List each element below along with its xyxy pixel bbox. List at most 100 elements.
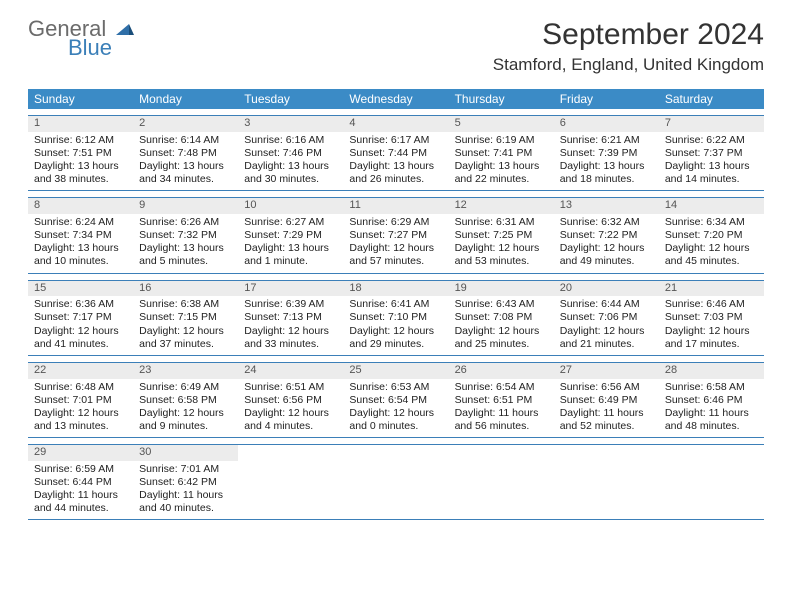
daylight-text: Daylight: 13 hours bbox=[34, 242, 127, 255]
day-body: Sunrise: 6:22 AMSunset: 7:37 PMDaylight:… bbox=[659, 132, 764, 191]
daylight-text: Daylight: 13 hours bbox=[349, 160, 442, 173]
dow-tuesday: Tuesday bbox=[238, 89, 343, 109]
sunset-text: Sunset: 6:46 PM bbox=[665, 394, 758, 407]
daylight-text: and 34 minutes. bbox=[139, 173, 232, 186]
sunrise-text: Sunrise: 6:43 AM bbox=[455, 298, 548, 311]
day-number: 3 bbox=[238, 116, 343, 132]
week-row: 15Sunrise: 6:36 AMSunset: 7:17 PMDayligh… bbox=[28, 280, 764, 356]
sunset-text: Sunset: 7:03 PM bbox=[665, 311, 758, 324]
sunrise-text: Sunrise: 6:58 AM bbox=[665, 381, 758, 394]
daylight-text: Daylight: 11 hours bbox=[665, 407, 758, 420]
daylight-text: Daylight: 12 hours bbox=[244, 325, 337, 338]
day-body: Sunrise: 6:36 AMSunset: 7:17 PMDaylight:… bbox=[28, 296, 133, 355]
location-subtitle: Stamford, England, United Kingdom bbox=[493, 55, 764, 75]
sunrise-text: Sunrise: 6:49 AM bbox=[139, 381, 232, 394]
dow-saturday: Saturday bbox=[659, 89, 764, 109]
day-number: 21 bbox=[659, 281, 764, 297]
sunrise-text: Sunrise: 6:34 AM bbox=[665, 216, 758, 229]
day-body: Sunrise: 6:32 AMSunset: 7:22 PMDaylight:… bbox=[554, 214, 659, 273]
sunset-text: Sunset: 6:42 PM bbox=[139, 476, 232, 489]
day-cell: 18Sunrise: 6:41 AMSunset: 7:10 PMDayligh… bbox=[343, 281, 448, 355]
sunrise-text: Sunrise: 6:39 AM bbox=[244, 298, 337, 311]
daylight-text: Daylight: 12 hours bbox=[349, 325, 442, 338]
daylight-text: Daylight: 13 hours bbox=[244, 160, 337, 173]
calendar: Sunday Monday Tuesday Wednesday Thursday… bbox=[28, 89, 764, 520]
logo-text: General Blue bbox=[28, 18, 112, 59]
day-cell: 6Sunrise: 6:21 AMSunset: 7:39 PMDaylight… bbox=[554, 116, 659, 190]
day-cell: 25Sunrise: 6:53 AMSunset: 6:54 PMDayligh… bbox=[343, 363, 448, 437]
daylight-text: and 45 minutes. bbox=[665, 255, 758, 268]
day-body bbox=[659, 447, 764, 453]
sunrise-text: Sunrise: 6:46 AM bbox=[665, 298, 758, 311]
day-number: 6 bbox=[554, 116, 659, 132]
daylight-text: and 9 minutes. bbox=[139, 420, 232, 433]
header: General Blue September 2024 Stamford, En… bbox=[0, 0, 792, 83]
sunset-text: Sunset: 6:51 PM bbox=[455, 394, 548, 407]
daylight-text: Daylight: 13 hours bbox=[665, 160, 758, 173]
sunset-text: Sunset: 7:13 PM bbox=[244, 311, 337, 324]
day-body: Sunrise: 6:44 AMSunset: 7:06 PMDaylight:… bbox=[554, 296, 659, 355]
day-number: 17 bbox=[238, 281, 343, 297]
day-body: Sunrise: 6:21 AMSunset: 7:39 PMDaylight:… bbox=[554, 132, 659, 191]
daylight-text: Daylight: 13 hours bbox=[34, 160, 127, 173]
week-row: 1Sunrise: 6:12 AMSunset: 7:51 PMDaylight… bbox=[28, 115, 764, 191]
sunset-text: Sunset: 6:56 PM bbox=[244, 394, 337, 407]
sunset-text: Sunset: 7:44 PM bbox=[349, 147, 442, 160]
day-number: 24 bbox=[238, 363, 343, 379]
day-number: 4 bbox=[343, 116, 448, 132]
sunrise-text: Sunrise: 6:44 AM bbox=[560, 298, 653, 311]
day-body: Sunrise: 6:16 AMSunset: 7:46 PMDaylight:… bbox=[238, 132, 343, 191]
day-body: Sunrise: 6:29 AMSunset: 7:27 PMDaylight:… bbox=[343, 214, 448, 273]
daylight-text: Daylight: 12 hours bbox=[244, 407, 337, 420]
day-body bbox=[554, 447, 659, 453]
day-body: Sunrise: 6:17 AMSunset: 7:44 PMDaylight:… bbox=[343, 132, 448, 191]
sunrise-text: Sunrise: 6:12 AM bbox=[34, 134, 127, 147]
day-number: 23 bbox=[133, 363, 238, 379]
day-number: 12 bbox=[449, 198, 554, 214]
daylight-text: and 18 minutes. bbox=[560, 173, 653, 186]
sunrise-text: Sunrise: 6:31 AM bbox=[455, 216, 548, 229]
daylight-text: and 1 minute. bbox=[244, 255, 337, 268]
day-number: 19 bbox=[449, 281, 554, 297]
daylight-text: and 22 minutes. bbox=[455, 173, 548, 186]
day-body bbox=[343, 447, 448, 453]
sunset-text: Sunset: 7:06 PM bbox=[560, 311, 653, 324]
month-title: September 2024 bbox=[493, 18, 764, 52]
day-number: 26 bbox=[449, 363, 554, 379]
sunrise-text: Sunrise: 6:22 AM bbox=[665, 134, 758, 147]
day-cell: 22Sunrise: 6:48 AMSunset: 7:01 PMDayligh… bbox=[28, 363, 133, 437]
day-body bbox=[238, 447, 343, 453]
day-of-week-header: Sunday Monday Tuesday Wednesday Thursday… bbox=[28, 89, 764, 109]
day-cell: 21Sunrise: 6:46 AMSunset: 7:03 PMDayligh… bbox=[659, 281, 764, 355]
daylight-text: and 48 minutes. bbox=[665, 420, 758, 433]
sunset-text: Sunset: 7:37 PM bbox=[665, 147, 758, 160]
daylight-text: Daylight: 12 hours bbox=[455, 325, 548, 338]
day-cell bbox=[449, 445, 554, 519]
daylight-text: Daylight: 12 hours bbox=[349, 242, 442, 255]
day-number: 15 bbox=[28, 281, 133, 297]
logo: General Blue bbox=[28, 18, 134, 59]
daylight-text: and 44 minutes. bbox=[34, 502, 127, 515]
sunset-text: Sunset: 7:15 PM bbox=[139, 311, 232, 324]
sunset-text: Sunset: 7:27 PM bbox=[349, 229, 442, 242]
daylight-text: Daylight: 11 hours bbox=[455, 407, 548, 420]
daylight-text: Daylight: 11 hours bbox=[139, 489, 232, 502]
daylight-text: and 4 minutes. bbox=[244, 420, 337, 433]
day-number: 18 bbox=[343, 281, 448, 297]
day-body: Sunrise: 6:31 AMSunset: 7:25 PMDaylight:… bbox=[449, 214, 554, 273]
sunrise-text: Sunrise: 6:14 AM bbox=[139, 134, 232, 147]
day-number: 2 bbox=[133, 116, 238, 132]
sunrise-text: Sunrise: 6:26 AM bbox=[139, 216, 232, 229]
day-number: 16 bbox=[133, 281, 238, 297]
sunrise-text: Sunrise: 6:54 AM bbox=[455, 381, 548, 394]
day-body: Sunrise: 6:12 AMSunset: 7:51 PMDaylight:… bbox=[28, 132, 133, 191]
day-body bbox=[449, 447, 554, 453]
week-row: 8Sunrise: 6:24 AMSunset: 7:34 PMDaylight… bbox=[28, 197, 764, 273]
day-cell: 1Sunrise: 6:12 AMSunset: 7:51 PMDaylight… bbox=[28, 116, 133, 190]
daylight-text: and 49 minutes. bbox=[560, 255, 653, 268]
day-cell: 24Sunrise: 6:51 AMSunset: 6:56 PMDayligh… bbox=[238, 363, 343, 437]
day-body: Sunrise: 6:14 AMSunset: 7:48 PMDaylight:… bbox=[133, 132, 238, 191]
day-body: Sunrise: 6:49 AMSunset: 6:58 PMDaylight:… bbox=[133, 379, 238, 438]
daylight-text: and 53 minutes. bbox=[455, 255, 548, 268]
day-number: 28 bbox=[659, 363, 764, 379]
